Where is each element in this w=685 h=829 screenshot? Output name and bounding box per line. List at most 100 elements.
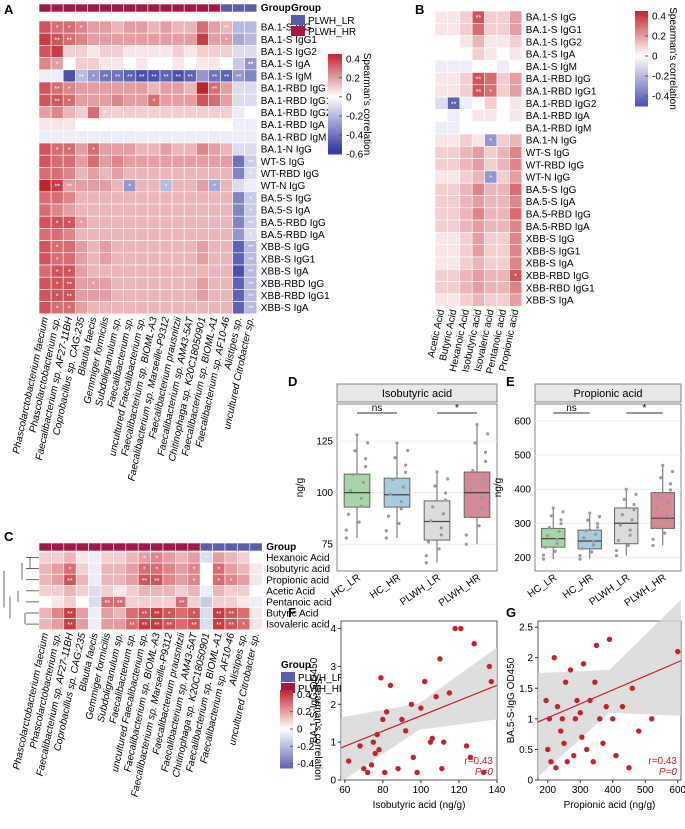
heatmap-cell <box>459 268 473 282</box>
heatmap-cell <box>50 191 64 205</box>
jitter-point <box>439 526 443 530</box>
data-point <box>553 765 559 771</box>
y-tick-label: 0 <box>527 776 533 787</box>
jitter-point <box>481 478 485 482</box>
jitter-point <box>403 463 408 467</box>
heatmap-cell <box>75 81 88 95</box>
heatmap-cell <box>459 146 473 159</box>
row-label: BA.1-RBD IgM <box>526 123 592 134</box>
significance-star: ** <box>54 37 60 44</box>
heatmap-cell <box>484 59 498 73</box>
colorbar-segment <box>328 66 342 70</box>
colorbar-segment <box>328 126 342 130</box>
heatmap-cell <box>196 130 209 144</box>
heatmap-cell <box>99 81 112 95</box>
heatmap-cell <box>38 264 52 278</box>
significance-star: ** <box>224 25 230 32</box>
heatmap-cell <box>171 301 185 315</box>
colorbar-segment <box>328 94 342 97</box>
heatmap-cell <box>434 268 448 282</box>
row-label: XBB-RBD IgG <box>526 271 590 282</box>
significance-star: * <box>165 184 168 191</box>
heatmap-cell <box>123 57 137 71</box>
heatmap-cell <box>496 281 510 295</box>
heatmap-cell <box>196 45 209 58</box>
jitter-point <box>555 537 559 542</box>
group-bar-cell <box>237 542 251 552</box>
jitter-point <box>593 532 598 536</box>
heatmap-cell <box>137 584 151 597</box>
heatmap-cell <box>111 106 124 119</box>
heatmap-cell <box>183 264 197 278</box>
panel-letter-c: C <box>4 529 14 544</box>
significance-star: ** <box>139 74 145 81</box>
colorbar-segment <box>635 51 648 55</box>
heatmap-cell <box>111 32 124 46</box>
heatmap-cell <box>196 179 209 193</box>
jitter-point <box>657 494 661 498</box>
colorbar-segment <box>280 701 293 705</box>
heatmap-cell <box>111 191 124 205</box>
colorbar-tick-label: 0.4 <box>652 12 666 23</box>
heatmap-cell <box>434 256 448 270</box>
colorbar-segment <box>328 149 342 152</box>
group-bar-cell <box>199 542 213 552</box>
jitter-point <box>443 491 448 495</box>
heatmap-cell <box>224 562 238 575</box>
heatmap-cell <box>100 562 114 575</box>
colorbar-segment <box>328 96 342 100</box>
heatmap-cell <box>224 584 238 597</box>
row-label: XBB-S IgG <box>526 234 575 245</box>
colorbar-segment <box>635 32 648 36</box>
heatmap-cell <box>208 130 221 144</box>
heatmap-cell <box>459 72 473 86</box>
heatmap-cell <box>220 57 233 71</box>
heatmap-cell <box>484 96 498 110</box>
jitter-point <box>349 488 353 493</box>
jitter-point <box>545 533 550 538</box>
colorbar-segment <box>328 89 342 92</box>
heatmap-cell <box>88 551 102 564</box>
data-point <box>368 762 375 768</box>
heatmap-cell <box>509 109 523 123</box>
row-label: WT-RBD IgG <box>261 169 320 180</box>
heatmap-cell <box>111 289 124 302</box>
heatmap-cell <box>471 207 485 221</box>
heatmap-panel-c: Group* * ** * * * *** ** ** * * *** ** **** ** ** * * ** **… <box>3 542 346 798</box>
group-bar-cell <box>62 3 76 13</box>
colorbar-segment <box>635 103 648 107</box>
heatmap-cell <box>232 45 246 58</box>
colorbar-segment <box>635 18 648 21</box>
data-point <box>559 716 566 722</box>
significance-star: ** <box>154 622 160 629</box>
colorbar-tick-label: -0.6 <box>346 150 364 161</box>
y-tick-label: 0 <box>330 776 336 787</box>
data-point <box>488 678 494 685</box>
colorbar-segment <box>280 697 293 701</box>
row-label: WT-S IgG <box>261 157 305 168</box>
heatmap-cell <box>237 573 251 586</box>
colorbar-segment <box>635 63 648 67</box>
heatmap-cell <box>220 228 233 241</box>
heatmap-cell <box>183 191 197 205</box>
data-point <box>486 663 493 670</box>
heatmap-cell <box>123 93 137 107</box>
significance-star: ** <box>476 77 482 84</box>
row-label: BA.1-S IgG <box>261 23 312 34</box>
heatmap-cell <box>183 154 197 168</box>
row-label: BA.1-RBD IgM <box>261 132 327 143</box>
heatmap-cell <box>471 268 485 282</box>
heatmap-cell <box>51 607 65 619</box>
group-legend-label: PLWH_LR <box>298 673 345 684</box>
colorbar-segment <box>280 766 293 769</box>
heatmap-cell <box>111 118 124 132</box>
heatmap-cell <box>183 228 197 241</box>
significance-star: * <box>489 89 492 96</box>
colorbar-segment <box>280 713 293 716</box>
jitter-point <box>344 528 348 532</box>
significance-star: * <box>56 269 59 276</box>
heatmap-cell <box>87 203 100 217</box>
data-point <box>574 697 580 704</box>
heatmap-cell <box>244 20 258 34</box>
heatmap-cell <box>38 240 52 254</box>
